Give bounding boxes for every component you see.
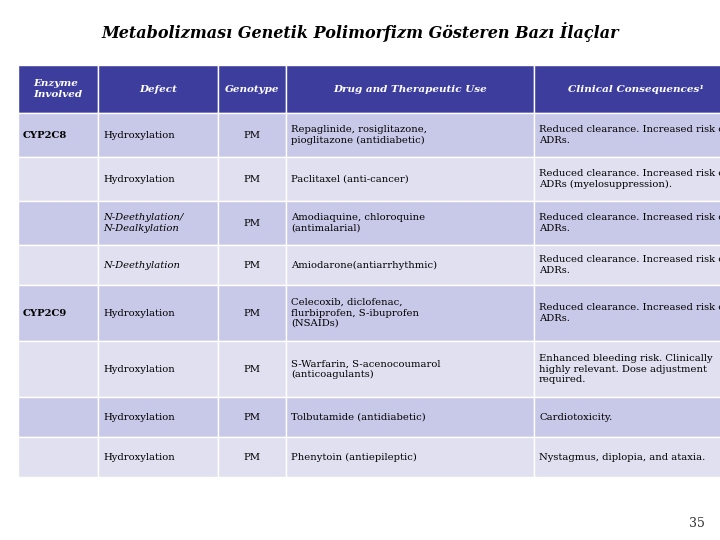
Bar: [218, 113, 286, 157]
Text: Genotype: Genotype: [225, 84, 279, 93]
Text: N-Deethylation: N-Deethylation: [103, 260, 180, 269]
Bar: [218, 341, 286, 397]
Text: PM: PM: [243, 131, 261, 139]
Text: Cardiotoxicity.: Cardiotoxicity.: [539, 413, 612, 422]
Bar: [218, 245, 286, 285]
Text: 35: 35: [689, 517, 705, 530]
Bar: [98, 285, 218, 341]
Text: Reduced clearance. Increased risk of
ADRs.: Reduced clearance. Increased risk of ADR…: [539, 213, 720, 233]
Text: Reduced clearance. Increased risk of
ADRs.: Reduced clearance. Increased risk of ADR…: [539, 303, 720, 323]
Bar: [286, 245, 534, 285]
Text: Reduced clearance. Increased risk of
ADRs.: Reduced clearance. Increased risk of ADR…: [539, 125, 720, 145]
Bar: [534, 285, 720, 341]
Text: Paclitaxel (anti-cancer): Paclitaxel (anti-cancer): [291, 174, 409, 184]
Text: PM: PM: [243, 413, 261, 422]
Bar: [286, 65, 534, 113]
Bar: [218, 285, 286, 341]
Text: PM: PM: [243, 174, 261, 184]
Bar: [218, 201, 286, 245]
Text: Drug and Therapeutic Use: Drug and Therapeutic Use: [333, 84, 487, 93]
Text: Amiodarone(antiarrhythmic): Amiodarone(antiarrhythmic): [291, 260, 437, 269]
Bar: [286, 341, 534, 397]
Bar: [98, 397, 218, 437]
Text: Celecoxib, diclofenac,
flurbiprofen, S-ibuprofen
(NSAIDs): Celecoxib, diclofenac, flurbiprofen, S-i…: [291, 298, 419, 328]
Text: Amodiaquine, chloroquine
(antimalarial): Amodiaquine, chloroquine (antimalarial): [291, 213, 425, 233]
Bar: [534, 201, 720, 245]
Text: Hydroxylation: Hydroxylation: [103, 364, 175, 374]
Text: N-Deethylation/
N-Dealkylation: N-Deethylation/ N-Dealkylation: [103, 213, 184, 233]
Bar: [218, 65, 286, 113]
Bar: [286, 437, 534, 477]
Bar: [534, 437, 720, 477]
Text: Clinical Consequences¹: Clinical Consequences¹: [568, 84, 704, 93]
Text: PM: PM: [243, 364, 261, 374]
Text: PM: PM: [243, 260, 261, 269]
Bar: [98, 157, 218, 201]
Text: CYP2C9: CYP2C9: [23, 308, 67, 318]
Bar: [534, 341, 720, 397]
Text: Enzyme
Involved: Enzyme Involved: [33, 79, 83, 99]
Bar: [18, 437, 98, 477]
Bar: [18, 113, 98, 157]
Bar: [286, 397, 534, 437]
Text: Enhanced bleeding risk. Clinically
highly relevant. Dose adjustment
required.: Enhanced bleeding risk. Clinically highl…: [539, 354, 713, 384]
Bar: [18, 201, 98, 245]
Text: Hydroxylation: Hydroxylation: [103, 453, 175, 462]
Text: Phenytoin (antiepileptic): Phenytoin (antiepileptic): [291, 453, 417, 462]
Bar: [98, 65, 218, 113]
Bar: [18, 341, 98, 397]
Text: Reduced clearance. Increased risk of
ADRs (myelosuppression).: Reduced clearance. Increased risk of ADR…: [539, 169, 720, 189]
Text: Hydroxylation: Hydroxylation: [103, 308, 175, 318]
Bar: [534, 113, 720, 157]
Text: Hydroxylation: Hydroxylation: [103, 131, 175, 139]
Bar: [98, 201, 218, 245]
Bar: [18, 65, 98, 113]
Text: PM: PM: [243, 219, 261, 227]
Bar: [534, 157, 720, 201]
Bar: [218, 157, 286, 201]
Text: CYP2C8: CYP2C8: [23, 131, 67, 139]
Bar: [534, 397, 720, 437]
Bar: [218, 437, 286, 477]
Bar: [218, 397, 286, 437]
Bar: [18, 397, 98, 437]
Text: Hydroxylation: Hydroxylation: [103, 174, 175, 184]
Bar: [98, 341, 218, 397]
Bar: [18, 245, 98, 285]
Text: Reduced clearance. Increased risk of
ADRs.: Reduced clearance. Increased risk of ADR…: [539, 255, 720, 275]
Bar: [286, 157, 534, 201]
Bar: [534, 245, 720, 285]
Text: PM: PM: [243, 453, 261, 462]
Text: Tolbutamide (antidiabetic): Tolbutamide (antidiabetic): [291, 413, 426, 422]
Bar: [286, 113, 534, 157]
Bar: [534, 65, 720, 113]
Text: PM: PM: [243, 308, 261, 318]
Text: Metabolizması Genetik Polimorfizm Gösteren Bazı İlaçlar: Metabolizması Genetik Polimorfizm Göster…: [102, 22, 618, 42]
Bar: [286, 285, 534, 341]
Bar: [286, 201, 534, 245]
Bar: [98, 437, 218, 477]
Bar: [98, 113, 218, 157]
Bar: [18, 285, 98, 341]
Text: Defect: Defect: [139, 84, 177, 93]
Bar: [18, 157, 98, 201]
Text: Repaglinide, rosiglitazone,
pioglitazone (antidiabetic): Repaglinide, rosiglitazone, pioglitazone…: [291, 125, 427, 145]
Text: S-Warfarin, S-acenocoumarol
(anticoagulants): S-Warfarin, S-acenocoumarol (anticoagula…: [291, 359, 441, 379]
Bar: [98, 245, 218, 285]
Text: Nystagmus, diplopia, and ataxia.: Nystagmus, diplopia, and ataxia.: [539, 453, 706, 462]
Text: Hydroxylation: Hydroxylation: [103, 413, 175, 422]
